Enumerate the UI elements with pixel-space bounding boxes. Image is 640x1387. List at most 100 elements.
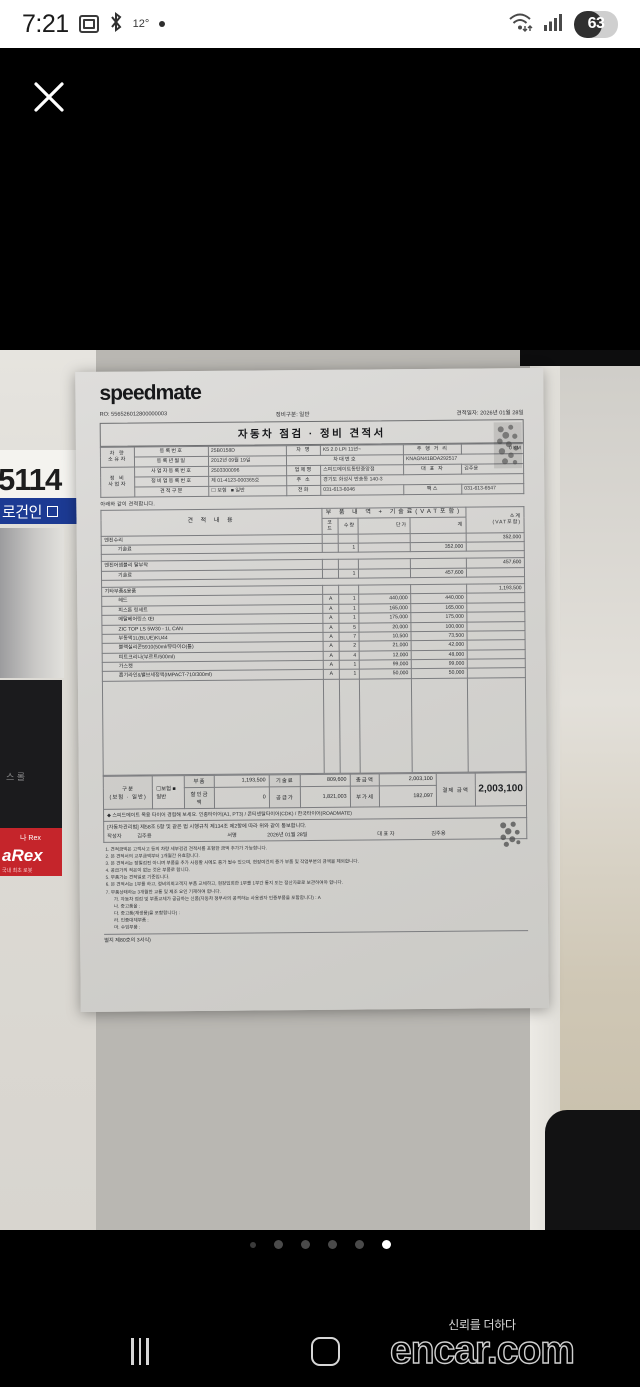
- supply-label: 공급가: [269, 786, 301, 808]
- item-sum: 352,000: [410, 542, 467, 553]
- item-unit-price: 165,000: [358, 603, 411, 614]
- item-sum: 175,000: [410, 612, 467, 623]
- carousel-dot[interactable]: [300, 1240, 310, 1249]
- vat-value: 182,097: [379, 785, 437, 807]
- owner-shop-table: 차 량 소유자 등록번호 25B0158D 차 명 K5 2.0 LPI 11년…: [100, 443, 524, 498]
- reg-number-label: 등록번호: [134, 446, 209, 458]
- item-qty: 1: [338, 603, 359, 614]
- totals-table: 구분 (보험 · 일반) ☐보험 ■ 일반 부품 1,193,500 기술료 8…: [103, 772, 527, 810]
- phone-value: 031-613-6046: [320, 484, 404, 496]
- company-seal-stamp: [493, 422, 523, 469]
- status-temperature: 12°: [132, 18, 150, 30]
- status-time: 7:21: [22, 9, 69, 38]
- ro-label: RO:: [99, 411, 110, 418]
- col-header-qty: 수량: [338, 518, 359, 534]
- estimate-date-value: 2026년 01월 28일: [480, 410, 524, 417]
- checkbox-general[interactable]: ■: [230, 487, 234, 494]
- col-header-code: 코드: [322, 518, 339, 535]
- item-code: A: [322, 604, 339, 614]
- discount-value: 0: [214, 787, 270, 809]
- item-code: A: [322, 613, 339, 623]
- discount-label: 할인금액: [184, 787, 215, 809]
- mileage-label: 주 행 거 리: [403, 444, 462, 455]
- item-code: A: [323, 669, 340, 680]
- reg-date-value: 2012년 09월 19일: [208, 455, 287, 467]
- encar-watermark: 신뢰를 더하다 encar.com: [332, 1316, 632, 1372]
- carousel-dot[interactable]: [354, 1240, 364, 1249]
- carousel-dot[interactable]: [249, 1241, 256, 1248]
- item-sum: 440,000: [410, 593, 467, 604]
- estimate-items-table: 견 적 내 용 부 품 내 역 + 기술료(VAT포함) 소계 (VAT포함) …: [100, 506, 527, 776]
- carousel-pagination[interactable]: [0, 1240, 640, 1249]
- estimate-type-options[interactable]: ☐ 보험 ■ 일반: [208, 485, 287, 497]
- item-unit-price: 10,500: [358, 631, 412, 642]
- status-bar: 7:21 12°: [0, 0, 640, 48]
- item-unit-price: [358, 568, 411, 579]
- estimate-document-photo: speedmate RO: 556526012800000003 정비구분: 일…: [75, 367, 549, 1013]
- background-right-floor: [560, 350, 640, 1230]
- battery-level-label: 63: [587, 15, 605, 32]
- final-value: 2,003,100: [474, 772, 527, 806]
- speedmate-logo: speedmate: [99, 380, 202, 405]
- close-button[interactable]: [22, 70, 76, 124]
- group-subtotal: 352,000: [466, 532, 525, 543]
- item-unit-price: 20,000: [358, 622, 411, 632]
- totals-type-options[interactable]: ☐보험 ■ 일반: [152, 775, 185, 809]
- carousel-dot[interactable]: [327, 1240, 337, 1249]
- ceo-label: 대 표 자: [403, 464, 462, 475]
- background-dark-panel-text: 스 롤: [6, 772, 26, 782]
- recents-icon[interactable]: [131, 1338, 149, 1365]
- estimate-date-label: 견적일자:: [456, 410, 479, 417]
- item-unit-price: 99,000: [359, 659, 412, 670]
- photo-viewer[interactable]: 5114 로건인 스 롤 나 Rex aRex 국내 최초 로봇 speedma…: [0, 350, 640, 1230]
- item-unit-price: [358, 542, 411, 553]
- col-header-description: 견 적 내 용: [100, 508, 323, 536]
- item-qty: 1: [338, 594, 359, 605]
- item-code: A: [323, 641, 340, 652]
- item-code: A: [323, 660, 340, 670]
- reg-number-value: 25B0158D: [208, 445, 287, 457]
- background-machine: [0, 528, 64, 678]
- watermark-brand: encar.com: [389, 1329, 575, 1372]
- labor-value: 809,600: [300, 773, 351, 787]
- service-type-label: 정비구분:: [275, 412, 298, 419]
- carousel-dot[interactable]: [273, 1240, 283, 1249]
- phone-label: 전화: [286, 485, 321, 496]
- item-qty: 1: [338, 568, 359, 579]
- item-sum: 165,000: [410, 602, 467, 613]
- col-header-unit-price: 단가: [358, 517, 411, 534]
- status-extra-dot-icon: [159, 21, 166, 27]
- carousel-dot-active[interactable]: [381, 1240, 391, 1249]
- fax-value: 031-613-6547: [461, 483, 524, 495]
- item-code: A: [322, 622, 339, 633]
- item-qty: 2: [339, 641, 360, 651]
- item-unit-price: 12,000: [359, 650, 412, 661]
- item-code: A: [322, 632, 340, 642]
- checkbox-insurance[interactable]: ☐: [211, 487, 216, 494]
- sig-ceo-label: 대 표 자: [377, 831, 395, 838]
- background-sign-blue-banner: 로건인: [0, 498, 78, 524]
- home-icon[interactable]: [311, 1337, 340, 1366]
- item-code: A: [322, 594, 339, 605]
- document-meta-row: RO: 556526012800000003 정비구분: 일반 견적일자: 20…: [100, 408, 524, 420]
- supply-value: 1,821,003: [300, 786, 351, 808]
- item-sum: 48,000: [411, 649, 468, 660]
- car-name-label: 차 명: [286, 445, 321, 456]
- item-qty: 7: [338, 631, 360, 642]
- owner-label-line2: 소유자: [108, 456, 127, 463]
- signature-bar: [자동차관리법] 제58조 5항 및 같은 법 시행규칙 제134조 제2항에 …: [103, 818, 528, 847]
- totals-type-label-l2: (보험 · 일반): [109, 794, 147, 801]
- sig-customer-value: 김주용: [137, 833, 152, 840]
- status-bar-right: 63: [508, 10, 618, 38]
- bluetooth-icon: [109, 11, 123, 37]
- gross-label: 총금액: [349, 773, 380, 787]
- item-sum: 42,000: [411, 640, 468, 651]
- shop-name-label: 업체명: [286, 465, 321, 476]
- background-red-logo-panel: 나 Rex aRex 국내 최초 로봇: [0, 828, 62, 876]
- background-dark-panel: [0, 680, 62, 840]
- sig-customer-label: 작성자: [107, 833, 122, 840]
- vat-label: 부가세: [350, 786, 380, 808]
- parts-label: 부품: [184, 775, 215, 788]
- group-subtotal: 457,600: [466, 558, 525, 568]
- sig-date-label: 서명: [227, 832, 237, 839]
